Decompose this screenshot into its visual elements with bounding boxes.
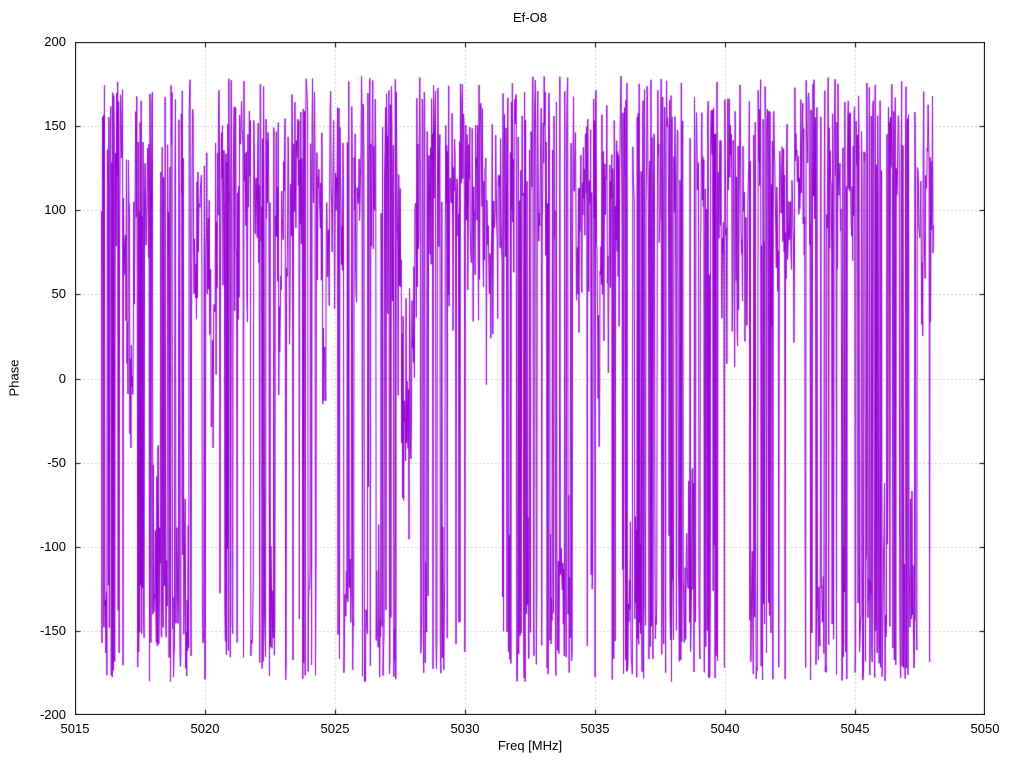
y-tick-label: 150: [44, 118, 66, 134]
chart-title: Ef-O8: [513, 10, 547, 25]
y-tick-label: -100: [39, 538, 66, 554]
x-tick-label: 5045: [840, 721, 870, 736]
y-tick-label: -200: [39, 707, 66, 722]
y-tick-label: 100: [44, 202, 66, 218]
x-tick-label: 5035: [580, 721, 610, 736]
x-tick-label: 5030: [450, 721, 480, 736]
y-tick-label: 200: [44, 34, 66, 49]
y-tick-label: -150: [39, 622, 66, 638]
x-tick-label: 5015: [60, 721, 90, 736]
x-tick-label: 5020: [190, 721, 220, 736]
x-tick-label: 5040: [710, 721, 740, 736]
y-tick-label: 0: [58, 370, 66, 386]
plot-area: [75, 42, 985, 715]
x-axis-title: Freq [MHz]: [497, 738, 563, 753]
y-tick-label: -50: [47, 454, 66, 470]
x-tick-label: 5050: [970, 721, 1000, 736]
y-tick-label: 50: [51, 286, 66, 302]
x-tick-label: 5025: [320, 721, 350, 736]
